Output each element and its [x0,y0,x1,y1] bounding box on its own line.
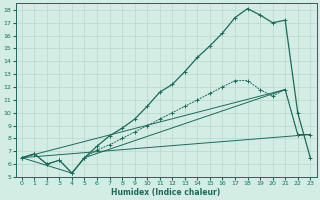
X-axis label: Humidex (Indice chaleur): Humidex (Indice chaleur) [111,188,221,197]
